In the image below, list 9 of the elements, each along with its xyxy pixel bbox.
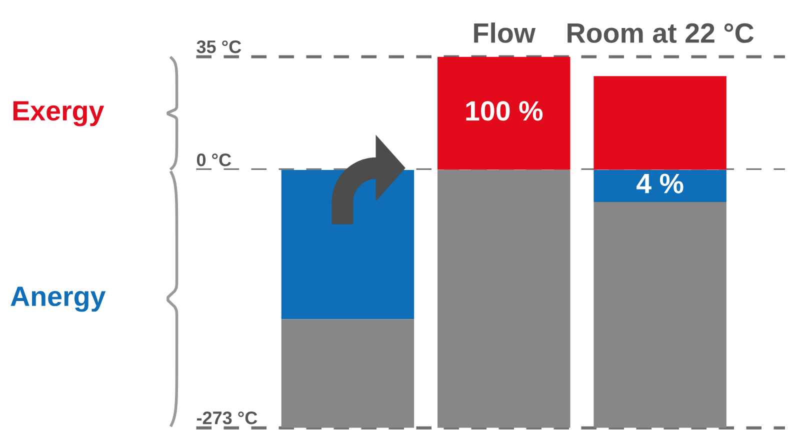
text: Anergy xyxy=(10,286,106,312)
annotation: 100 % xyxy=(466,101,543,121)
text: Exergy xyxy=(13,101,104,126)
y-tick-label: -273 °C xyxy=(196,411,258,424)
y-tick-label: 0 °C xyxy=(196,153,232,166)
x-tick-label: Room at 22 °C xyxy=(568,23,754,43)
x-tick-label: Flow xyxy=(474,22,536,43)
annotation: 4 % xyxy=(636,174,684,194)
y-tick-label: 35 °C xyxy=(196,40,242,54)
